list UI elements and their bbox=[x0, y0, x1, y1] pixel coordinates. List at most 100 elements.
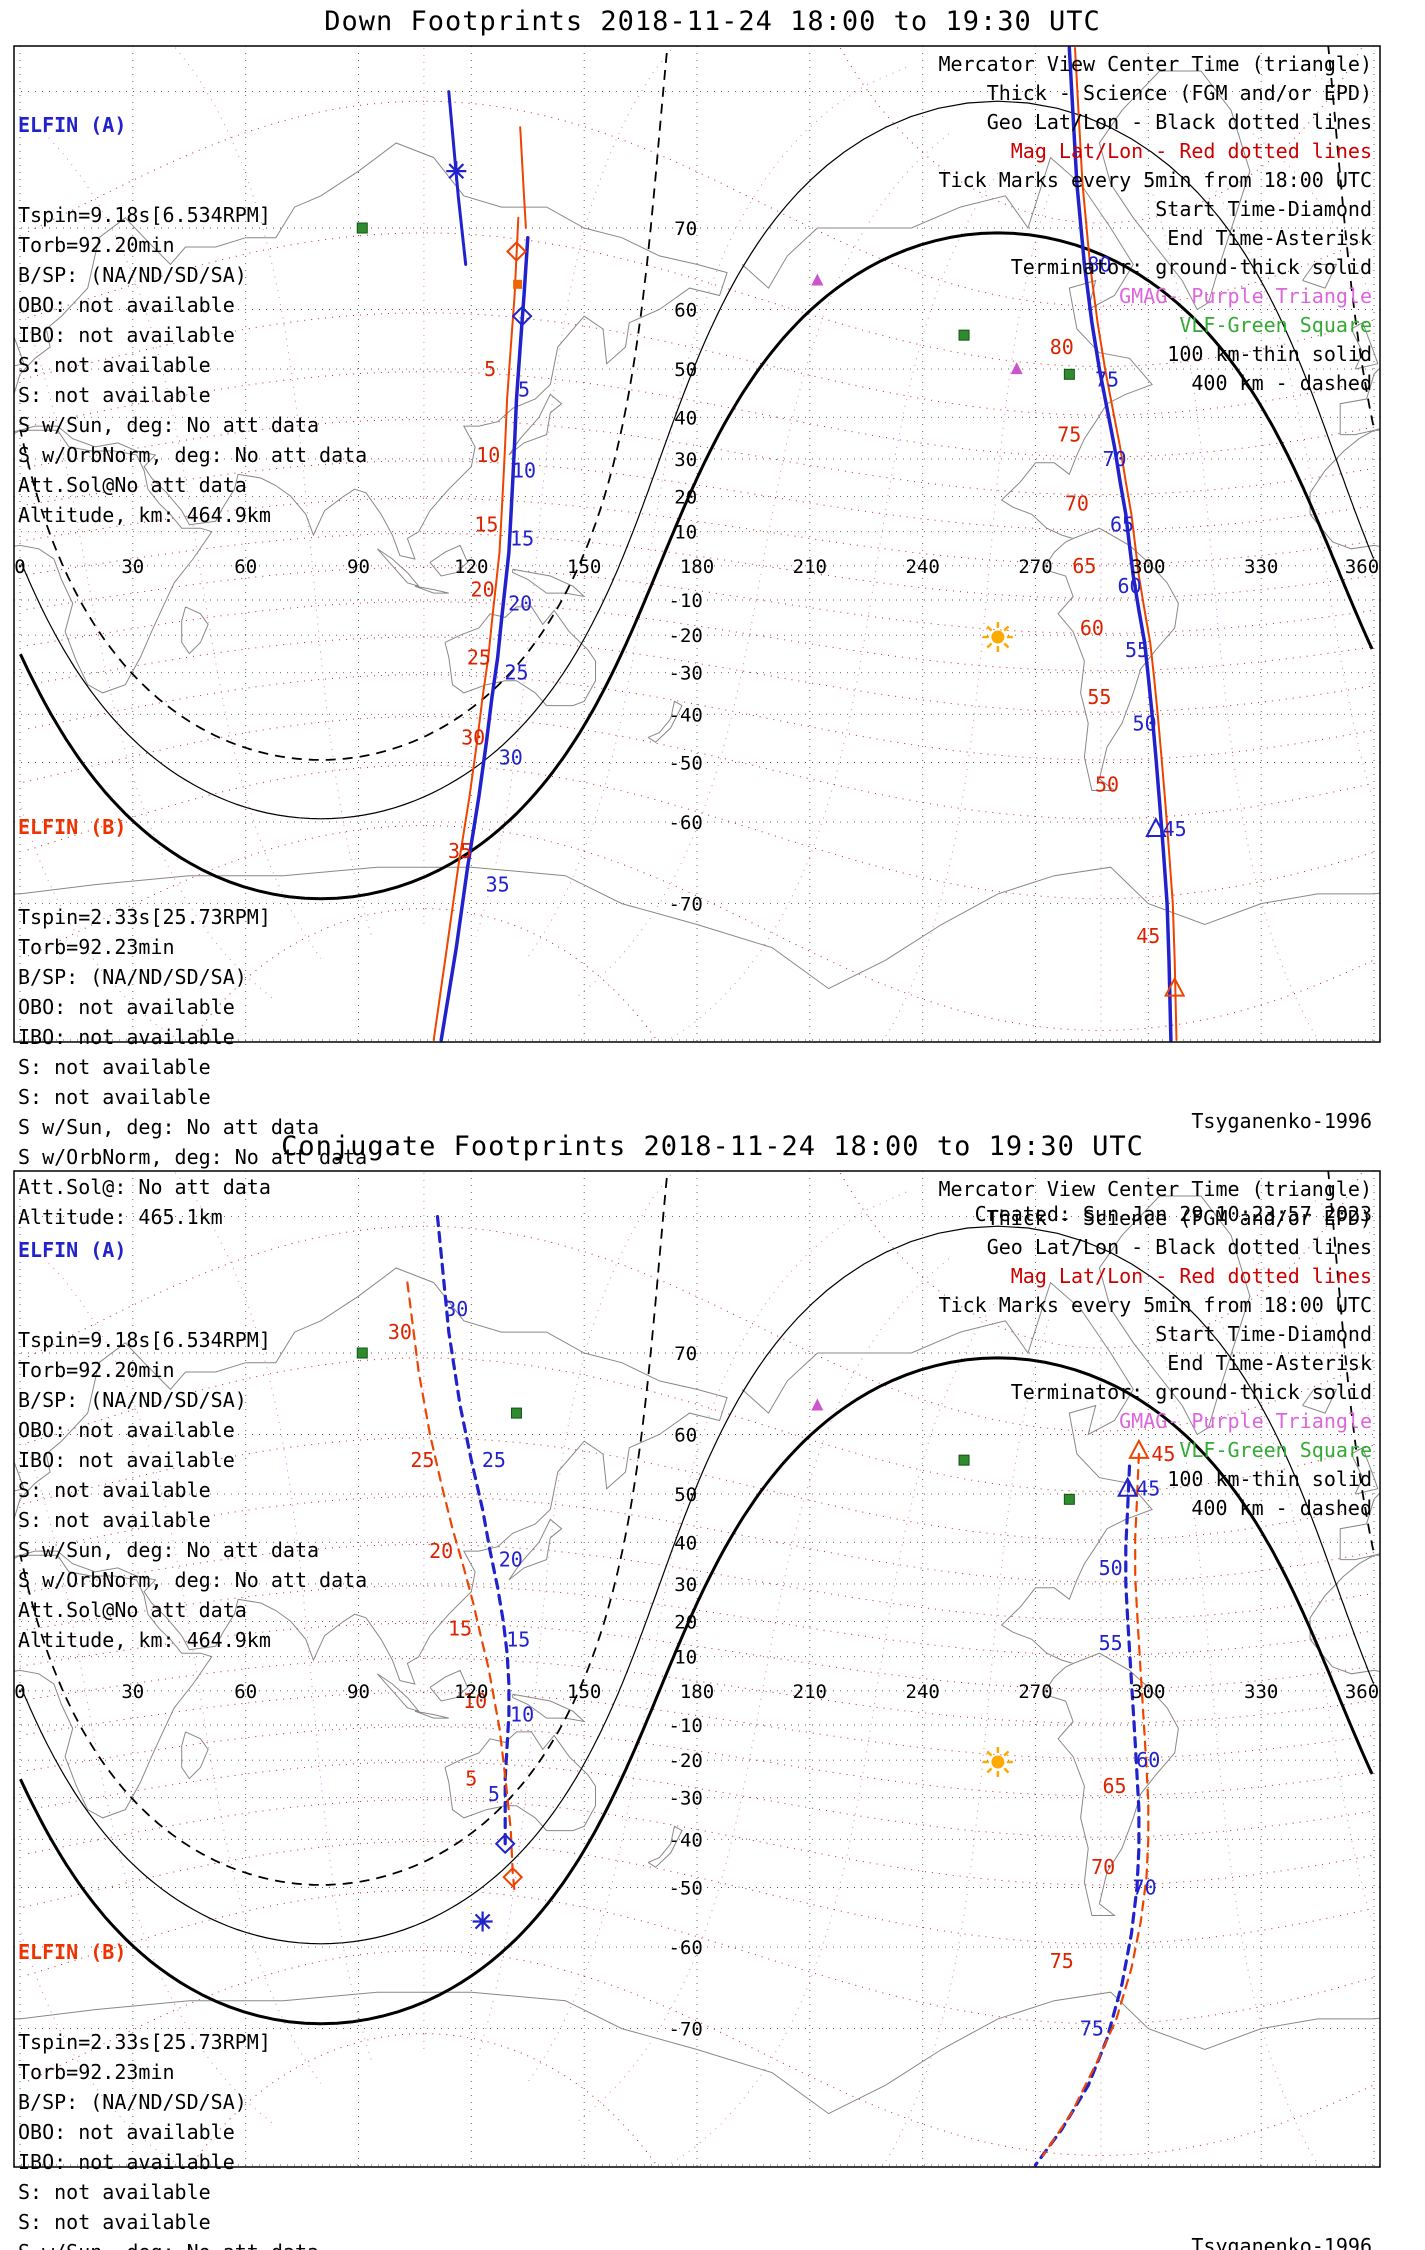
minute-tick-label: 15 bbox=[474, 513, 498, 537]
map-border bbox=[13, 45, 1381, 1043]
terminator-ring bbox=[20, 1225, 1375, 1945]
latitude-label: 50 bbox=[674, 359, 697, 381]
latitude-label: -50 bbox=[669, 753, 703, 775]
longitude-label: 270 bbox=[1018, 1681, 1052, 1703]
minute-tick-label: 65 bbox=[1102, 1774, 1126, 1798]
longitude-label: 150 bbox=[567, 1681, 601, 1703]
minute-tick-label: 30 bbox=[444, 1297, 468, 1321]
longitude-label: 90 bbox=[347, 556, 370, 578]
latitude-label: 20 bbox=[674, 486, 697, 508]
latitude-label: -60 bbox=[669, 812, 703, 834]
longitude-label: 30 bbox=[121, 1681, 144, 1703]
minute-tick-label: 70 bbox=[1065, 492, 1089, 516]
minute-tick-label: 5 bbox=[518, 377, 530, 401]
longitude-label: 120 bbox=[454, 1681, 488, 1703]
longitude-label: 180 bbox=[680, 1681, 714, 1703]
latitude-label: -10 bbox=[669, 1715, 703, 1737]
coastlines bbox=[14, 1195, 1380, 2115]
minute-tick-label: 15 bbox=[506, 1627, 530, 1651]
start-time-diamond-icon bbox=[506, 241, 527, 262]
minute-tick-label: 30 bbox=[461, 725, 485, 749]
latitude-label: 10 bbox=[674, 522, 697, 544]
minute-tick-label: 10 bbox=[510, 1703, 534, 1727]
longitude-label: 360 bbox=[1345, 556, 1379, 578]
latitude-label: 60 bbox=[674, 300, 697, 322]
terminator-ring bbox=[19, 46, 1375, 761]
longitude-label: 330 bbox=[1244, 556, 1278, 578]
minute-tick-label: 75 bbox=[1050, 1949, 1074, 1973]
longitude-label: 300 bbox=[1131, 556, 1165, 578]
minute-tick-label: 25 bbox=[467, 645, 491, 669]
minute-tick-label: 50 bbox=[1095, 773, 1119, 797]
minute-tick-label: 35 bbox=[448, 839, 472, 863]
longitude-label: 210 bbox=[793, 1681, 827, 1703]
minute-tick-label: 65 bbox=[1110, 513, 1134, 537]
vlf-station-square-icon bbox=[356, 1347, 368, 1359]
minute-tick-label: 25 bbox=[410, 1448, 434, 1472]
longitude-label: 360 bbox=[1345, 1681, 1379, 1703]
elfin-b-track bbox=[432, 216, 520, 1041]
vlf-station-square-icon bbox=[958, 329, 970, 341]
minute-tick-label: 55 bbox=[1087, 685, 1111, 709]
terminator-ring bbox=[20, 100, 1375, 820]
center-time-triangle-icon bbox=[1116, 1476, 1139, 1497]
longitude-label: 300 bbox=[1131, 1681, 1165, 1703]
elfin-b-track bbox=[1074, 47, 1178, 1041]
mag-lat-graticule bbox=[20, 46, 1374, 1042]
minute-tick-label: 50 bbox=[1133, 711, 1157, 735]
elfin-b-track bbox=[519, 126, 527, 229]
latitude-label: -40 bbox=[669, 1829, 703, 1851]
latitude-label: -30 bbox=[669, 1788, 703, 1810]
minute-tick-label: 20 bbox=[499, 1548, 523, 1572]
minute-tick-label: 65 bbox=[1072, 554, 1096, 578]
latitude-label: 60 bbox=[674, 1425, 697, 1447]
longitude-label: 270 bbox=[1018, 556, 1052, 578]
latitude-label: 70 bbox=[674, 1343, 697, 1365]
minute-tick-label: 25 bbox=[482, 1448, 506, 1472]
longitude-label: 60 bbox=[234, 556, 257, 578]
geo-graticule bbox=[14, 1171, 1380, 2167]
minute-tick-label: 45 bbox=[1163, 817, 1187, 841]
minute-tick-label: 5 bbox=[465, 1767, 477, 1791]
elfin-a-track bbox=[439, 235, 530, 1042]
latitude-label: 40 bbox=[674, 407, 697, 429]
end-time-asterisk-icon bbox=[472, 1911, 493, 1932]
gmag-station-triangle-icon bbox=[1010, 362, 1023, 375]
sun-icon bbox=[982, 621, 1013, 652]
minute-tick-label: 15 bbox=[448, 1617, 472, 1641]
minute-tick-label: 30 bbox=[388, 1320, 412, 1344]
elfin-a-track bbox=[435, 1215, 511, 1846]
terminator-ring bbox=[19, 231, 1374, 901]
axis-labels: 0 30 60 90 120 150 180 210 240 270 300 330 360 70 60 50… bbox=[14, 1343, 1379, 2041]
longitude-label: 150 bbox=[567, 556, 601, 578]
minute-tick-label: 5 bbox=[484, 357, 496, 381]
longitude-label: 0 bbox=[14, 556, 25, 578]
longitude-label: 60 bbox=[234, 1681, 257, 1703]
minute-tick-label: 20 bbox=[471, 578, 495, 602]
latitude-label: 30 bbox=[674, 1574, 697, 1596]
terminator-ring bbox=[19, 1356, 1374, 2026]
latitude-label: -30 bbox=[669, 663, 703, 685]
minute-tick-label: 50 bbox=[1099, 1556, 1123, 1580]
map-border bbox=[13, 1170, 1381, 2168]
end-time-asterisk-icon bbox=[446, 161, 467, 182]
vlf-station-square-icon bbox=[958, 1454, 970, 1466]
longitude-label: 30 bbox=[121, 556, 144, 578]
minute-tick-label: 30 bbox=[499, 745, 523, 769]
latitude-label: 50 bbox=[674, 1484, 697, 1506]
terminator-ring bbox=[19, 1171, 1375, 1886]
elfin-a-track bbox=[1033, 1464, 1141, 2167]
latitude-label: -20 bbox=[669, 625, 703, 647]
elfin-b-track bbox=[406, 1281, 516, 1894]
minute-tick-label: 45 bbox=[1136, 924, 1160, 948]
center-time-triangle-icon bbox=[1128, 1438, 1150, 1459]
longitude-label: 180 bbox=[680, 556, 714, 578]
latitude-label: 40 bbox=[674, 1532, 697, 1554]
sun-icon bbox=[982, 1746, 1013, 1777]
vlf-station-square-icon bbox=[1063, 368, 1075, 380]
elfin-a-track bbox=[1067, 46, 1173, 1042]
vlf-station-square-icon bbox=[356, 222, 368, 234]
minute-tick-label: 55 bbox=[1125, 638, 1149, 662]
start-time-diamond-icon bbox=[511, 305, 533, 327]
latitude-label: -20 bbox=[669, 1750, 703, 1772]
